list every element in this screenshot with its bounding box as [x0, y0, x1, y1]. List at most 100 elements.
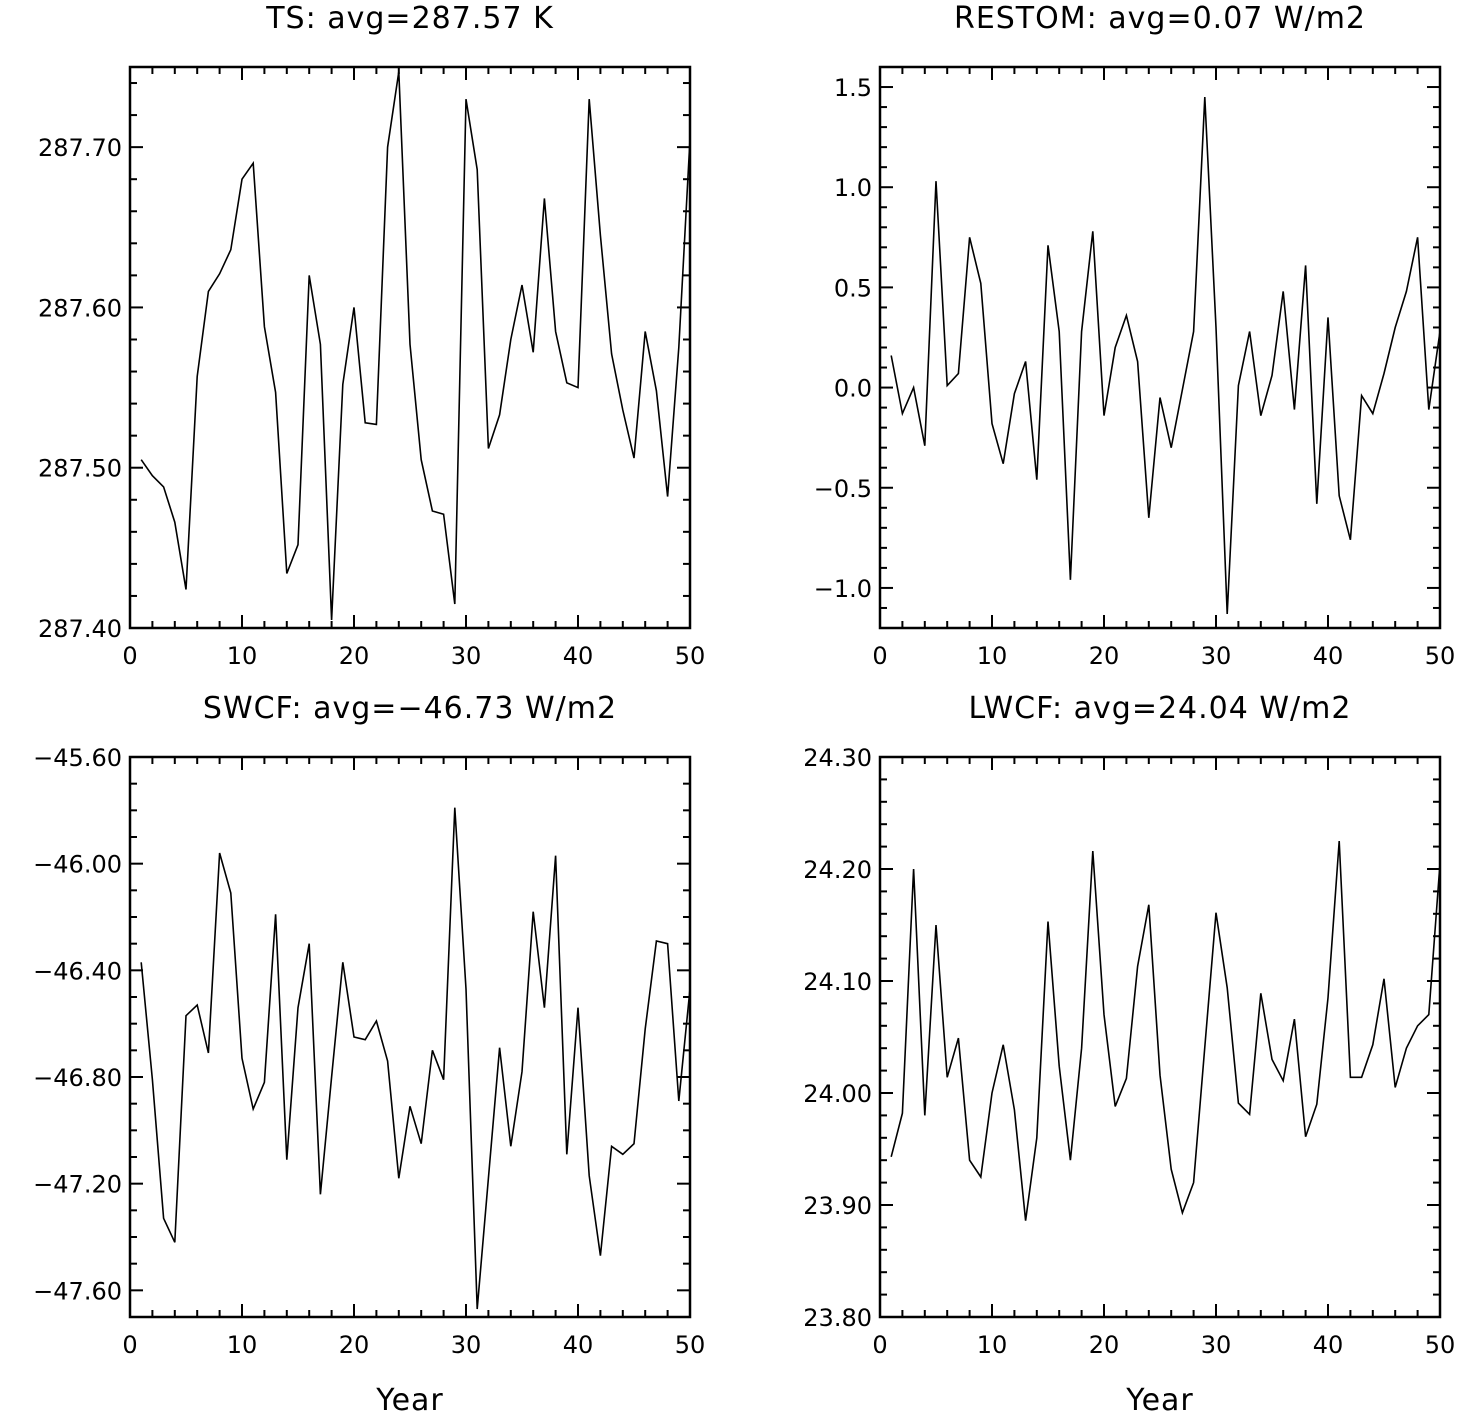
swcf-data-point — [521, 1071, 523, 1073]
swcf-data-point — [532, 911, 534, 913]
ts-data-point — [386, 146, 388, 148]
lwcf-data-point — [912, 868, 914, 870]
ts-data-point — [543, 197, 545, 199]
ts-data-point — [241, 178, 243, 180]
ts-data-point — [487, 447, 489, 449]
lwcf-data-point — [980, 1176, 982, 1178]
swcf-data-point — [599, 1255, 601, 1257]
swcf-series-line — [140, 807, 691, 1310]
restom-data-point — [1416, 236, 1418, 238]
lwcf-data-point — [890, 1156, 892, 1158]
swcf-data-point — [409, 1105, 411, 1107]
swcf-data-point — [431, 1049, 433, 1051]
lwcf-data-point — [1282, 1080, 1284, 1082]
swcf-x-tick-label: 0 — [122, 1331, 137, 1359]
ts-y-tick-label: 287.70 — [38, 134, 122, 162]
restom-data-point — [1192, 330, 1194, 332]
ts-data-point — [666, 495, 668, 497]
ts-data-point — [375, 423, 377, 425]
swcf-data-point — [151, 1079, 153, 1081]
ts-data-point — [510, 338, 512, 340]
ts-data-point — [655, 390, 657, 392]
ts-data-point — [319, 343, 321, 345]
restom-panel: RESTOM: avg=0.07 W/m2 0 10 20 30 40 50 −1.0 −0.… — [814, 1, 1456, 670]
swcf-x-tick-label: 10 — [227, 1331, 258, 1359]
ts-data-point — [398, 71, 400, 73]
swcf-data-point — [386, 1060, 388, 1062]
swcf-data-point — [230, 892, 232, 894]
swcf-data-point — [353, 1036, 355, 1038]
ts-x-tick-label: 30 — [451, 642, 482, 670]
swcf-data-point — [364, 1039, 366, 1041]
restom-data-point — [1360, 394, 1362, 396]
restom-data-point — [980, 282, 982, 284]
restom-x-tick-label: 30 — [1201, 642, 1232, 670]
restom-data-point — [1439, 330, 1441, 332]
lwcf-chart-title: LWCF: avg=24.04 W/m2 — [969, 691, 1352, 726]
ts-data-point — [252, 162, 254, 164]
ts-data-point — [218, 273, 220, 275]
swcf-axis-ticks — [129, 756, 691, 1318]
swcf-data-point — [498, 1047, 500, 1049]
swcf-data-point — [510, 1145, 512, 1147]
swcf-plot-frame — [128, 755, 692, 1319]
ts-x-tick-label: 50 — [675, 642, 706, 670]
restom-data-point — [1013, 392, 1015, 394]
ts-y-tick-label: 287.40 — [38, 615, 122, 643]
lwcf-axis-ticks — [879, 756, 1441, 1318]
restom-x-tick-label: 20 — [1089, 642, 1120, 670]
restom-data-point — [1394, 326, 1396, 328]
swcf-data-point — [689, 988, 691, 990]
swcf-data-point — [207, 1052, 209, 1054]
ts-data-point — [162, 486, 164, 488]
lwcf-data-point — [1047, 920, 1049, 922]
ts-data-point — [140, 459, 142, 461]
ts-data-point — [420, 459, 422, 461]
ts-data-point — [353, 306, 355, 308]
restom-data-point — [1383, 372, 1385, 374]
ts-x-tick-label: 0 — [122, 642, 137, 670]
ts-data-point — [465, 98, 467, 100]
lwcf-x-tick-label: 10 — [977, 1331, 1008, 1359]
ts-x-tick-label: 20 — [339, 642, 370, 670]
swcf-data-point — [274, 913, 276, 915]
lwcf-data-point — [1349, 1076, 1351, 1078]
restom-y-tick-label: 1.5 — [834, 74, 872, 102]
restom-data-point — [1181, 388, 1183, 390]
swcf-x-tick-label: 20 — [339, 1331, 370, 1359]
lwcf-data-point — [1080, 1047, 1082, 1049]
restom-data-point — [1226, 613, 1228, 615]
ts-data-point — [409, 343, 411, 345]
lwcf-data-point — [1226, 987, 1228, 989]
restom-data-point — [1103, 414, 1105, 416]
swcf-data-point — [297, 1007, 299, 1009]
restom-data-point — [1114, 346, 1116, 348]
lwcf-data-point — [1428, 1013, 1430, 1015]
swcf-data-point — [342, 961, 344, 963]
lwcf-y-tick-label: 24.00 — [803, 1080, 872, 1108]
restom-data-point — [1036, 479, 1038, 481]
lwcf-data-point — [1360, 1076, 1362, 1078]
restom-x-tick-label: 10 — [977, 642, 1008, 670]
restom-data-point — [968, 236, 970, 238]
lwcf-data-point — [1024, 1220, 1026, 1222]
ts-data-point — [566, 382, 568, 384]
restom-data-point — [1271, 374, 1273, 376]
restom-y-tick-label: 1.0 — [834, 174, 872, 202]
restom-data-point — [991, 422, 993, 424]
restom-data-point — [1428, 408, 1430, 410]
swcf-data-point — [308, 943, 310, 945]
lwcf-axis-labels: 0 10 20 30 40 50 23.80 23.90 24.00 24.10 24.20 24.3… — [803, 744, 1455, 1359]
ts-axis-labels: 0 10 20 30 40 50 287.40 287.50 287.60 287.70 — [38, 134, 705, 670]
restom-data-point — [1002, 463, 1004, 465]
swcf-y-tick-label: −45.60 — [33, 744, 122, 772]
restom-data-point — [946, 384, 948, 386]
lwcf-data-point — [935, 924, 937, 926]
restom-data-point — [1204, 96, 1206, 98]
lwcf-y-tick-label: 23.80 — [803, 1304, 872, 1332]
ts-data-point — [263, 326, 265, 328]
swcf-data-point — [644, 1028, 646, 1030]
swcf-x-tick-label: 40 — [563, 1331, 594, 1359]
ts-data-point — [622, 409, 624, 411]
ts-data-point — [286, 572, 288, 574]
